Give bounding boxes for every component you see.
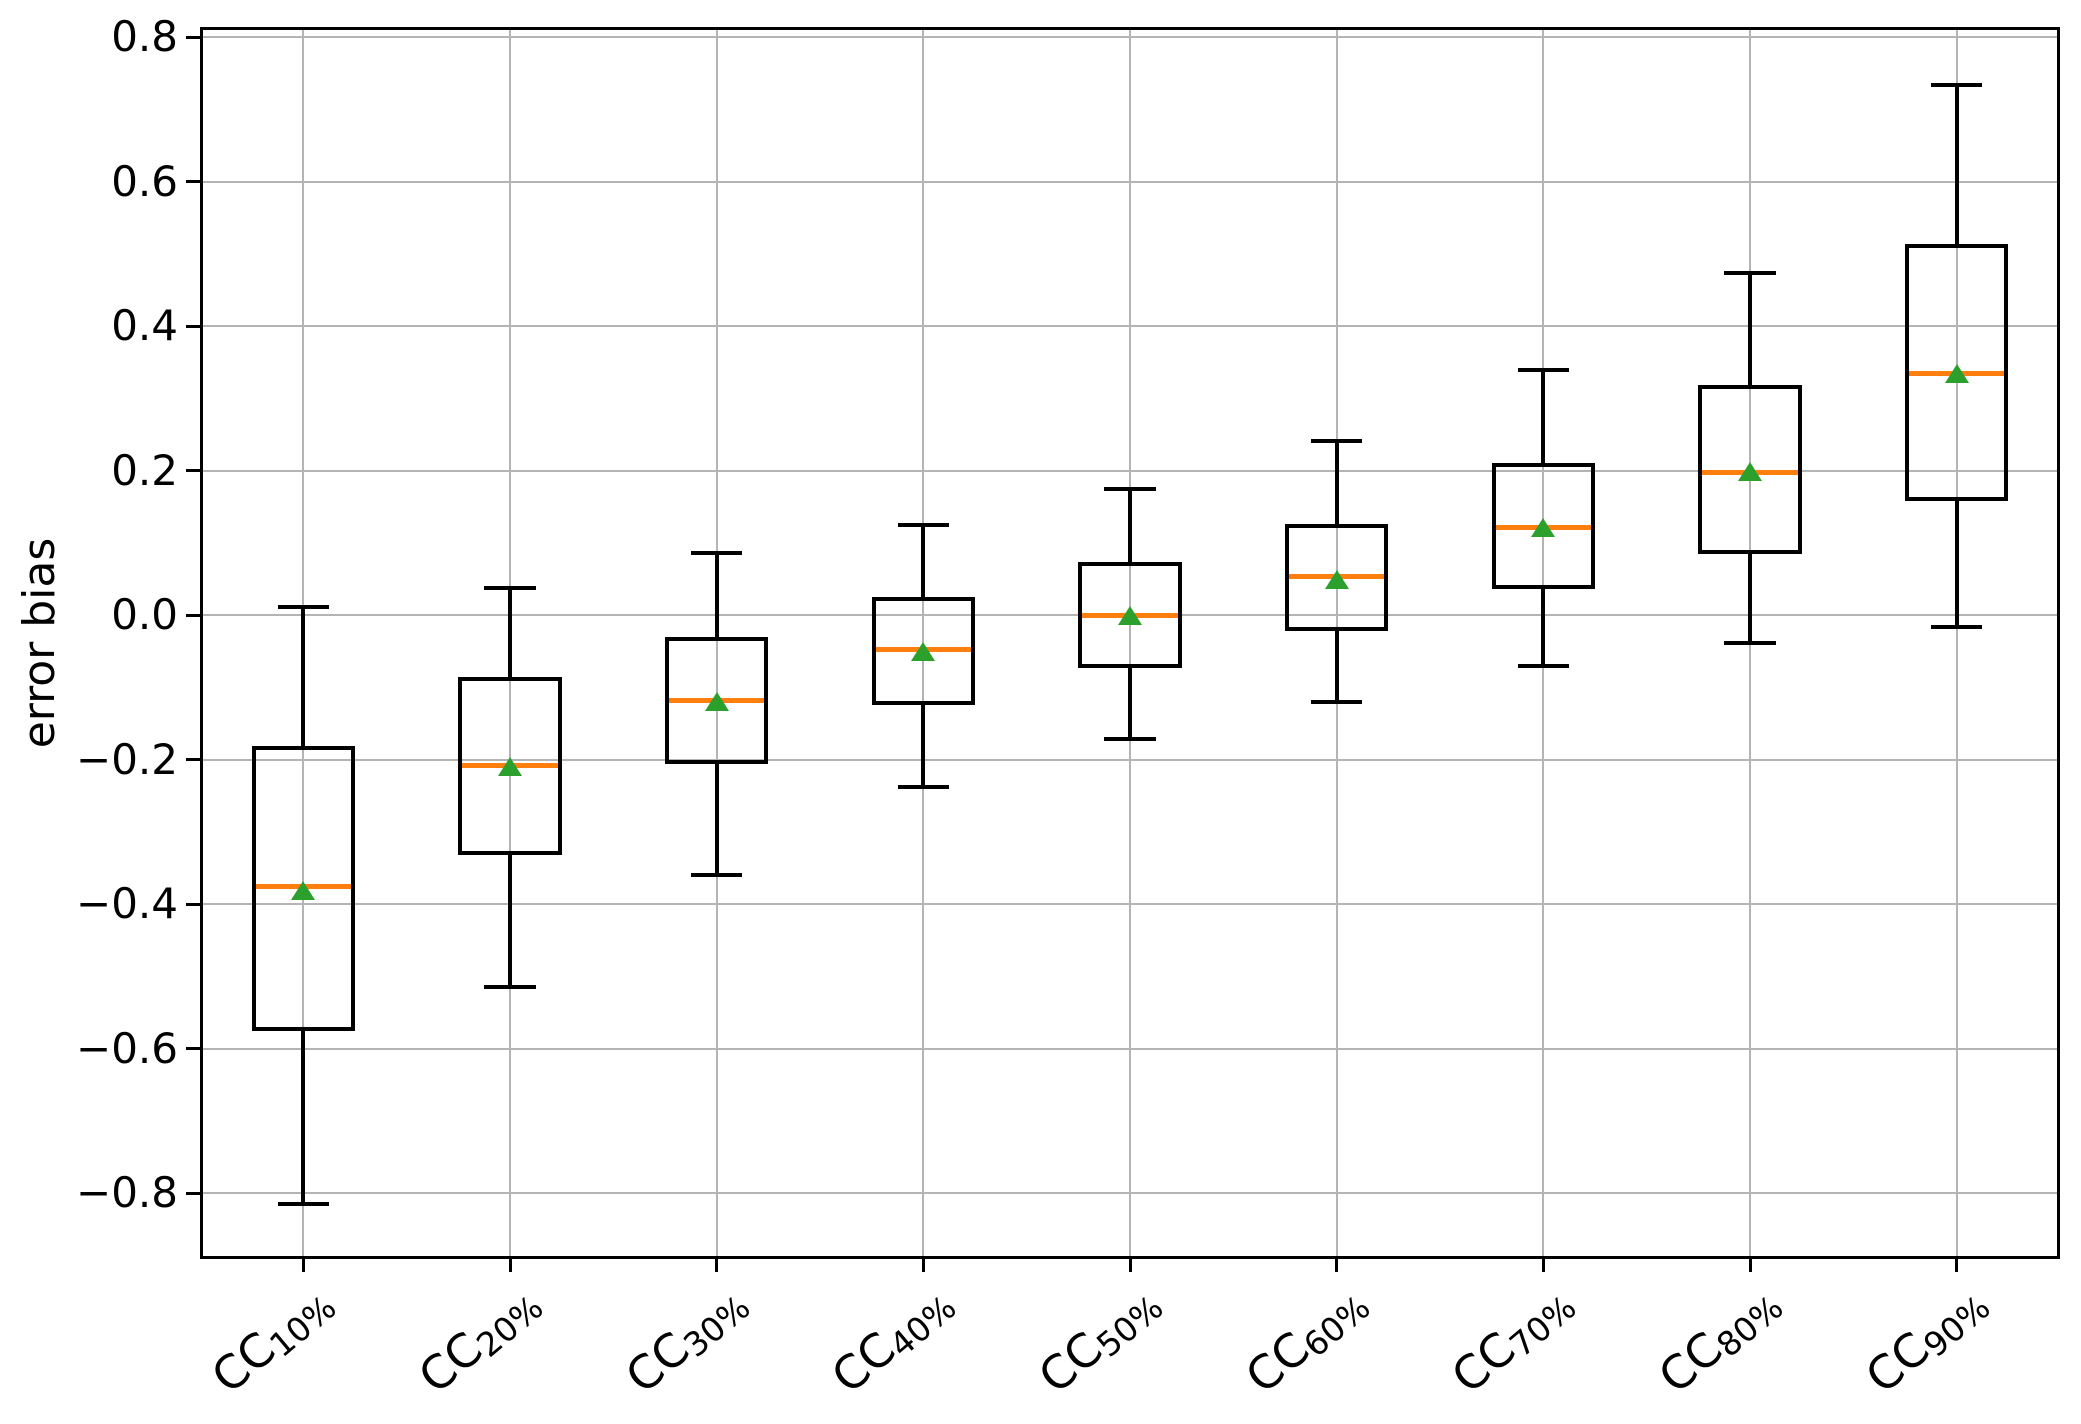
- x-gridline: [1955, 27, 1958, 1259]
- x-tick-label-CC30%: CC30%: [615, 1276, 760, 1410]
- y-tick-mark: [186, 469, 200, 473]
- lower-whisker-stem: [1748, 553, 1752, 644]
- lower-whisker-cap: [1930, 625, 1983, 630]
- x-tick-label-CC20%: CC20%: [408, 1276, 553, 1410]
- plot-frame: [200, 27, 2060, 1259]
- mean-marker-icon: [498, 757, 522, 777]
- y-tick-label: 0.0: [111, 590, 178, 640]
- lower-whisker-cap: [1517, 664, 1570, 669]
- x-tick-mark: [1335, 1259, 1339, 1272]
- mean-marker-icon: [704, 691, 729, 711]
- box-CC90%: [1905, 243, 2009, 501]
- upper-whisker-stem: [301, 606, 306, 746]
- upper-whisker-cap: [484, 585, 536, 590]
- lower-whisker-cap: [690, 872, 743, 877]
- lower-whisker-cap: [484, 985, 536, 990]
- y-tick-mark: [186, 324, 200, 328]
- lower-whisker-cap: [1724, 641, 1776, 646]
- x-gridline: [715, 27, 718, 1259]
- y-tick-label: 0.8: [111, 12, 178, 62]
- y-tick-mark: [186, 35, 200, 39]
- y-tick-label: −0.4: [76, 879, 178, 929]
- upper-whisker-stem: [714, 553, 719, 637]
- x-tick-label-CC10%: CC10%: [202, 1276, 347, 1410]
- upper-whisker-stem: [1334, 441, 1339, 525]
- y-tick-mark: [186, 758, 200, 762]
- y-tick-label: −0.8: [76, 1168, 178, 1218]
- x-tick-label-CC70%: CC70%: [1442, 1276, 1587, 1410]
- lower-whisker-cap: [897, 785, 950, 790]
- x-tick-label-CC40%: CC40%: [822, 1276, 967, 1410]
- upper-whisker-cap: [1517, 367, 1570, 372]
- lower-whisker-stem: [714, 764, 719, 875]
- upper-whisker-cap: [1930, 82, 1983, 87]
- upper-whisker-stem: [508, 587, 512, 678]
- upper-whisker-cap: [1104, 486, 1156, 491]
- y-tick-mark: [186, 902, 200, 906]
- upper-whisker-stem: [1541, 369, 1546, 464]
- upper-whisker-cap: [277, 604, 330, 609]
- upper-whisker-stem: [921, 524, 926, 598]
- lower-whisker-cap: [277, 1202, 330, 1207]
- box-CC70%: [1491, 463, 1595, 590]
- y-tick-mark: [186, 613, 200, 617]
- box-CC40%: [871, 597, 975, 705]
- y-tick-label: 0.2: [111, 445, 178, 495]
- upper-whisker-cap: [897, 522, 950, 527]
- x-tick-mark: [1128, 1259, 1132, 1272]
- lower-whisker-cap: [1310, 699, 1363, 704]
- box-CC30%: [665, 636, 769, 765]
- box-CC50%: [1078, 561, 1182, 668]
- upper-whisker-stem: [1954, 84, 1959, 244]
- x-tick-mark: [508, 1259, 512, 1272]
- lower-whisker-cap: [1104, 737, 1156, 742]
- upper-whisker-cap: [1724, 270, 1776, 275]
- y-tick-mark: [186, 1191, 200, 1195]
- box-CC60%: [1285, 524, 1389, 632]
- mean-marker-icon: [1738, 461, 1762, 481]
- upper-whisker-cap: [690, 551, 743, 556]
- upper-whisker-stem: [1128, 488, 1132, 562]
- box-CC80%: [1698, 385, 1802, 554]
- x-tick-label-CC60%: CC60%: [1235, 1276, 1380, 1410]
- lower-whisker-stem: [1128, 667, 1132, 740]
- y-tick-mark: [186, 180, 200, 184]
- y-tick-mark: [186, 1047, 200, 1051]
- mean-marker-icon: [1324, 569, 1349, 589]
- lower-whisker-stem: [1954, 501, 1959, 628]
- x-tick-label-CC90%: CC90%: [1855, 1276, 2000, 1410]
- x-tick-mark: [301, 1259, 305, 1272]
- mean-marker-icon: [1531, 517, 1556, 537]
- x-tick-mark: [715, 1259, 719, 1272]
- y-tick-label: 0.6: [111, 156, 178, 206]
- lower-whisker-stem: [301, 1031, 306, 1205]
- lower-whisker-stem: [508, 855, 512, 988]
- x-tick-mark: [1955, 1259, 1959, 1272]
- x-tick-mark: [1541, 1259, 1545, 1272]
- box-CC20%: [458, 677, 562, 856]
- x-tick-mark: [921, 1259, 925, 1272]
- y-tick-label: −0.2: [76, 734, 178, 784]
- lower-whisker-stem: [1541, 589, 1546, 667]
- mean-marker-icon: [1944, 364, 1969, 384]
- mean-marker-icon: [1118, 606, 1142, 626]
- lower-whisker-stem: [921, 704, 926, 788]
- y-tick-label: 0.4: [111, 301, 178, 351]
- y-axis-label: error bias: [14, 537, 65, 749]
- lower-whisker-stem: [1334, 631, 1339, 702]
- x-tick-mark: [1748, 1259, 1752, 1272]
- upper-whisker-stem: [1748, 272, 1752, 386]
- x-tick-label-CC50%: CC50%: [1028, 1276, 1173, 1410]
- x-gridline: [1129, 27, 1131, 1259]
- upper-whisker-cap: [1310, 439, 1363, 444]
- box-CC10%: [251, 745, 355, 1032]
- mean-marker-icon: [911, 641, 936, 661]
- y-tick-label: −0.6: [76, 1023, 178, 1073]
- mean-marker-icon: [291, 880, 316, 900]
- x-tick-label-CC80%: CC80%: [1648, 1276, 1793, 1410]
